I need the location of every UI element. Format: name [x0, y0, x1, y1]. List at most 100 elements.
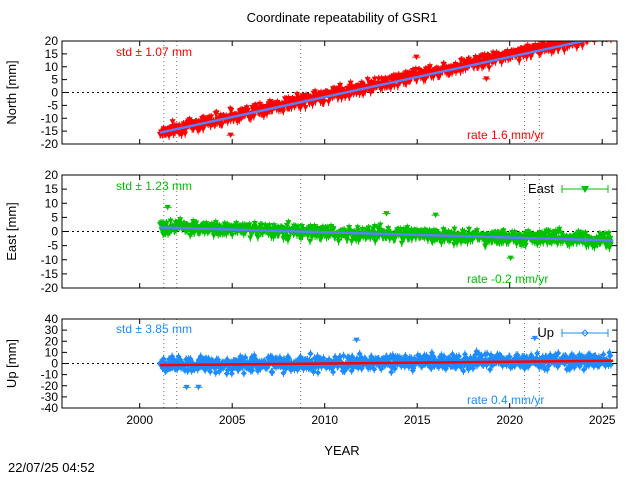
data-point: [219, 121, 226, 128]
data-point: [594, 35, 600, 41]
data-point: [365, 225, 372, 231]
data-point: [391, 365, 398, 372]
data-point: [584, 35, 590, 41]
data-point: [298, 224, 305, 230]
data-point: [412, 235, 419, 242]
trend-line: [160, 226, 614, 242]
data-point: [167, 218, 174, 224]
outlier-point: [483, 76, 490, 82]
data-point: [585, 32, 591, 38]
y-tick-label: 10: [45, 196, 59, 210]
data-point: [466, 226, 473, 233]
data-point: [307, 238, 314, 245]
data-point: [598, 29, 604, 35]
data-point: [605, 34, 611, 40]
data-point: [285, 235, 292, 241]
data-point: [228, 107, 235, 114]
y-tick-label: -5: [47, 239, 58, 253]
data-point: [605, 28, 611, 34]
data-point: [377, 222, 384, 229]
data-point: [586, 41, 590, 44]
data-point: [364, 77, 371, 83]
data-point: [461, 229, 468, 236]
data-point: [596, 231, 603, 237]
data-point: [321, 99, 328, 105]
data-point: [558, 231, 565, 238]
data-point: [166, 133, 173, 139]
data-point: [601, 29, 607, 34]
data-point: [410, 365, 417, 372]
data-point: [378, 365, 385, 372]
data-point: [603, 35, 609, 41]
data-point: [160, 355, 167, 362]
y-axis-label: East [mm]: [4, 202, 19, 261]
data-point: [451, 226, 458, 233]
data-point: [224, 356, 231, 363]
data-point: [398, 240, 405, 247]
data-point: [607, 32, 613, 38]
data-point: [254, 235, 261, 241]
data-point: [561, 48, 568, 54]
data-point: [606, 34, 612, 40]
outlier-point: [164, 204, 171, 211]
data-point: [355, 228, 362, 234]
data-point: [159, 221, 166, 227]
data-point: [294, 224, 301, 231]
data-point: [572, 232, 579, 238]
y-tick-label: -5: [47, 98, 58, 112]
data-point: [568, 34, 574, 40]
data-point: [596, 31, 602, 37]
data-point: [266, 223, 273, 229]
data-point: [486, 65, 493, 71]
data-point: [422, 77, 429, 83]
legend-marker: [581, 186, 589, 193]
data-point: [262, 223, 269, 229]
data-point: [208, 114, 215, 120]
data-point: [602, 33, 608, 39]
data-point: [483, 242, 490, 248]
data-point: [163, 220, 170, 227]
data-point: [440, 353, 447, 360]
data-point: [169, 119, 176, 125]
data-point: [453, 240, 460, 247]
y-tick-label: -20: [41, 281, 59, 295]
data-point: [371, 76, 378, 83]
data-point: [341, 227, 348, 234]
data-point: [590, 35, 596, 41]
y-tick-label: 5: [51, 210, 58, 224]
data-point: [581, 35, 587, 41]
data-point: [337, 82, 344, 89]
data-point: [430, 353, 437, 360]
data-point: [591, 35, 597, 41]
data-point: [344, 237, 351, 244]
data-point: [604, 32, 610, 38]
data-point: [592, 41, 593, 42]
outlier-point: [432, 212, 439, 219]
data-point: [592, 34, 598, 40]
data-point: [593, 28, 599, 34]
y-tick-label: 20: [45, 168, 59, 182]
data-point: [392, 235, 399, 242]
data-point: [580, 31, 586, 37]
data-point: [440, 61, 447, 68]
rate-annotation: rate -0.2 mm/yr: [467, 272, 548, 286]
data-point: [605, 230, 612, 237]
data-point: [250, 114, 257, 120]
data-point: [555, 229, 562, 235]
data-point: [592, 33, 598, 39]
data-point: [498, 60, 505, 66]
data-point: [464, 239, 471, 246]
data-point: [474, 228, 481, 234]
data-point: [500, 228, 507, 234]
data-point: [182, 131, 189, 137]
data-point: [242, 354, 249, 361]
data-point: [516, 58, 523, 65]
data-point: [587, 31, 593, 37]
data-point: [588, 34, 594, 40]
rate-annotation: rate 1.6 mm/yr: [467, 128, 544, 142]
outlier-point: [507, 255, 514, 262]
data-points-north: [157, 28, 613, 140]
